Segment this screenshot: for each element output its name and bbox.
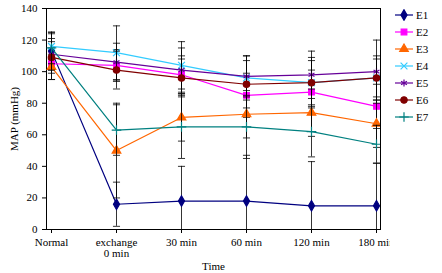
svg-text:exchange0 min: exchange0 min bbox=[96, 236, 138, 259]
svg-text:60 min: 60 min bbox=[231, 236, 262, 248]
svg-text:20: 20 bbox=[27, 191, 39, 203]
svg-text:0: 0 bbox=[32, 223, 38, 235]
svg-text:80: 80 bbox=[27, 97, 39, 109]
svg-text:MAP (mmHg): MAP (mmHg) bbox=[8, 87, 21, 151]
html-text:E1: E1 bbox=[416, 8, 429, 21]
svg-text:100: 100 bbox=[21, 65, 38, 77]
svg-text:120: 120 bbox=[21, 34, 38, 46]
svg-text:Time: Time bbox=[202, 260, 225, 272]
svg-text:30 min: 30 min bbox=[166, 236, 197, 248]
html-text:E3: E3 bbox=[416, 42, 429, 55]
svg-text:180 min: 180 min bbox=[358, 236, 390, 248]
html-text:E2: E2 bbox=[416, 25, 429, 38]
html-text:E7: E7 bbox=[416, 110, 429, 123]
svg-text:Normal: Normal bbox=[35, 236, 69, 248]
html-text:E4: E4 bbox=[416, 59, 429, 72]
html-text:E5: E5 bbox=[416, 76, 429, 89]
svg-text:40: 40 bbox=[27, 160, 39, 172]
svg-text:120 min: 120 min bbox=[293, 236, 330, 248]
html-text:E6: E6 bbox=[416, 93, 429, 106]
svg-text:140: 140 bbox=[21, 2, 38, 14]
svg-text:60: 60 bbox=[27, 128, 39, 140]
